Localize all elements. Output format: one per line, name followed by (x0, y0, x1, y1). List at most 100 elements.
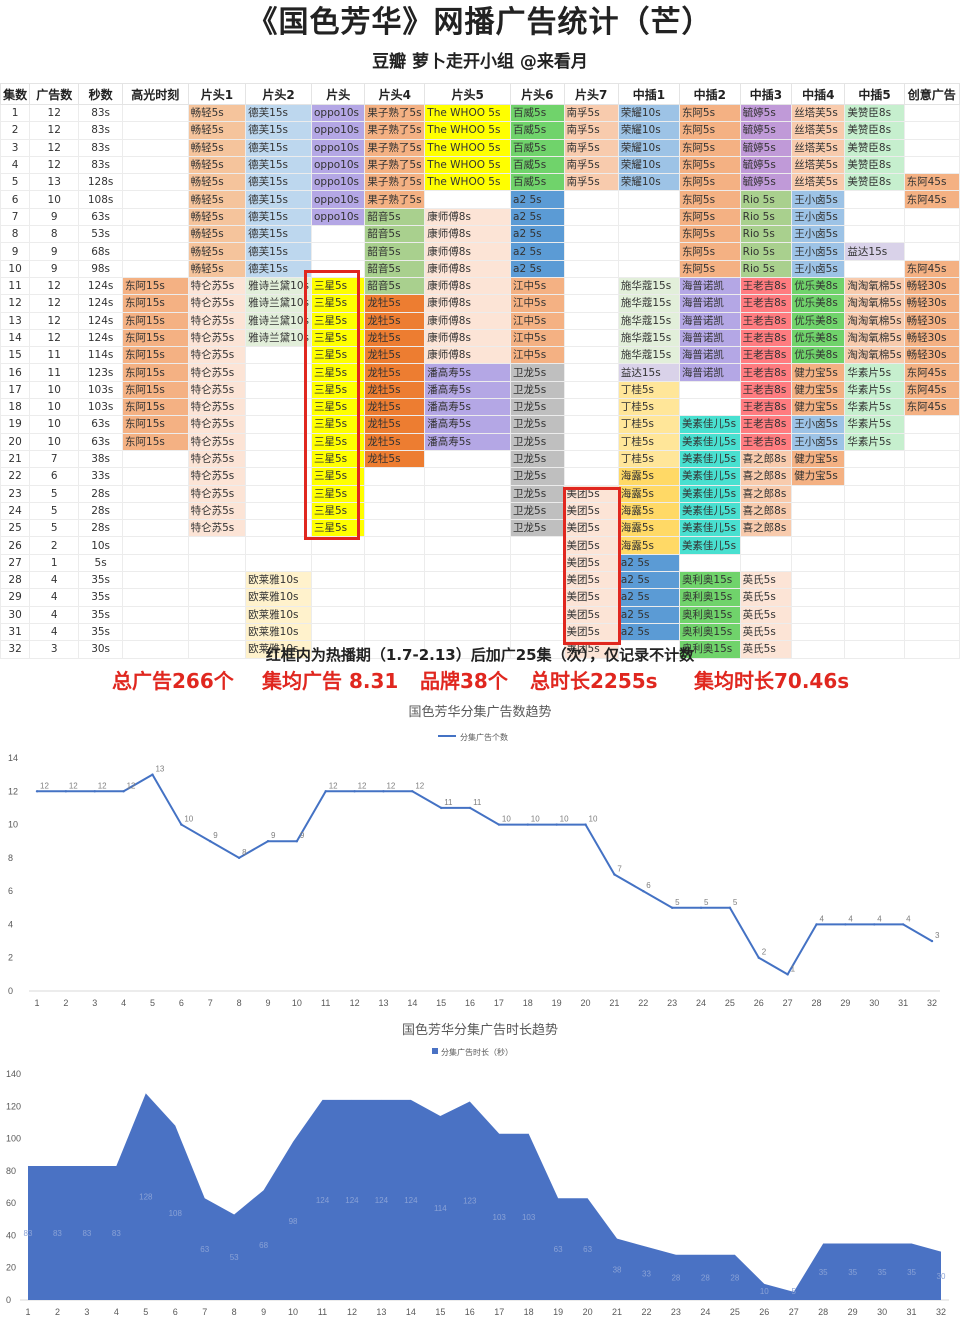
x-tick-label: 4 (121, 998, 126, 1008)
stat-avg-ads: 集均广告 8.31 (262, 666, 398, 696)
table-cell-number: 12 (30, 312, 79, 329)
table-cell-ad: 美素佳儿5s (679, 416, 740, 433)
data-label: 128 (139, 1193, 153, 1202)
table-cell-ad: 江中5s (511, 277, 564, 294)
table-cell-ad (188, 537, 246, 554)
table-cell-ad (904, 243, 959, 260)
table-cell-ad: 淘淘氧棉5s (845, 312, 904, 329)
table-cell-ad: 英氏5s (740, 572, 792, 589)
data-label: 5 (704, 898, 709, 907)
table-cell-ad: 喜之郎8s (740, 502, 792, 519)
table-cell-ad: 龙牡5s (365, 416, 425, 433)
table-cell-ad: 毓婷5s (740, 139, 792, 156)
table-cell-number: 4 (30, 623, 79, 640)
table-cell-ad (618, 191, 679, 208)
table-cell-ad: 东阿45s (904, 399, 959, 416)
table-cell-ad: 南孚5s (564, 156, 618, 173)
x-tick-label: 17 (494, 1307, 504, 1317)
table-cell-ad (425, 554, 511, 571)
data-label: 12 (98, 781, 107, 790)
table-cell-ad: oppo10s (311, 174, 364, 191)
table-cell-ad: 特仑苏5s (188, 277, 246, 294)
table-cell-ad (845, 450, 904, 467)
x-tick-label: 1 (25, 1307, 30, 1317)
table-cell-ad: 丝塔芙5s (792, 156, 845, 173)
table-cell-ad: oppo10s (311, 122, 364, 139)
x-tick-label: 27 (783, 998, 793, 1008)
table-cell-number: 12 (30, 139, 79, 156)
x-tick-label: 31 (898, 998, 908, 1008)
table-cell-ad: 东阿5s (679, 191, 740, 208)
table-cell-ad (123, 485, 189, 502)
stat-total-ads: 总广告266个 (112, 666, 234, 696)
data-label: 124 (404, 1196, 418, 1205)
table-cell-number: 53s (79, 226, 123, 243)
table-cell-ad (740, 537, 792, 554)
table-cell-ad (564, 399, 618, 416)
table-cell-number: 12 (30, 105, 79, 122)
table-cell-ad: 美素佳儿5s (679, 468, 740, 485)
table-cell-ad: 王老吉8s (740, 381, 792, 398)
table-cell-ad: 优乐美8s (792, 277, 845, 294)
hot-period-note: 红框内为热播期（1.7-2.13）后加广25集（次），仅记录不计数 (0, 644, 960, 666)
table-cell-ad (365, 468, 425, 485)
table-cell-ad (188, 554, 246, 571)
table-cell-ad (845, 606, 904, 623)
data-label: 4 (820, 914, 825, 923)
table-cell-ad: 特仑苏5s (188, 295, 246, 312)
table-cell-ad: 卫龙5s (511, 450, 564, 467)
data-label: 6 (646, 881, 651, 890)
x-tick-label: 32 (927, 998, 937, 1008)
table-cell-ad (792, 554, 845, 571)
table-cell-ad: 欧莱雅10s (246, 572, 312, 589)
table-cell-ad: oppo10s (311, 156, 364, 173)
table-cell-ad: 龙牡5s (365, 329, 425, 346)
data-label: 83 (24, 1229, 33, 1238)
table-cell-ad: 果子熟了5s (365, 139, 425, 156)
table-cell-ad (511, 589, 564, 606)
table-cell-ad: 王小卤5s (792, 191, 845, 208)
data-point (584, 823, 586, 825)
table-cell-ad (425, 589, 511, 606)
table-cell-ad: 喜之郎8s (740, 450, 792, 467)
table-cell-ad: 果子熟了5s (365, 191, 425, 208)
table-cell-ad (792, 502, 845, 519)
table-cell-ad: 德芙15s (246, 139, 312, 156)
table-cell-ad: 海普诺凯 (679, 347, 740, 364)
table-cell-ad (246, 347, 312, 364)
table-cell-number: 2 (1, 122, 30, 139)
table-cell-ad (123, 174, 189, 191)
table-cell-number: 6 (30, 468, 79, 485)
table-cell-ad: 德芙15s (246, 260, 312, 277)
x-tick-label: 4 (114, 1307, 119, 1317)
table-cell-ad (123, 502, 189, 519)
table-cell-ad: 海普诺凯 (679, 295, 740, 312)
table-cell-number: 28 (1, 572, 30, 589)
table-cell-ad: 毓婷5s (740, 174, 792, 191)
table-cell-ad (188, 623, 246, 640)
y-tick-label: 14 (8, 753, 18, 763)
hot-period-box-sanxing (304, 270, 360, 540)
table-cell-ad: 德芙15s (246, 156, 312, 173)
table-cell-ad: 江中5s (511, 295, 564, 312)
column-header: 中插2 (679, 84, 740, 105)
table-cell-number: 6 (1, 191, 30, 208)
data-label: 12 (127, 781, 136, 790)
data-point (122, 790, 124, 792)
table-cell-ad (511, 623, 564, 640)
table-cell-number: 12 (30, 329, 79, 346)
column-header: 秒数 (79, 84, 123, 105)
table-cell-number: 13 (1, 312, 30, 329)
data-point (671, 907, 673, 909)
table-cell-number: 83s (79, 105, 123, 122)
data-label: 10 (502, 815, 511, 824)
